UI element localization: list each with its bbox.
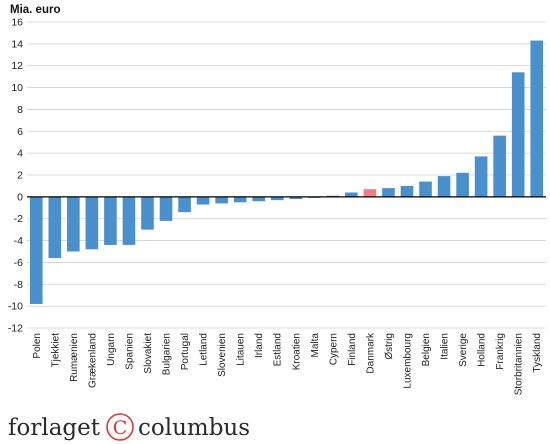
bar-portugal: [178, 196, 191, 213]
x-category-label: Spanien: [124, 333, 135, 370]
x-category-label: Litauen: [236, 333, 247, 366]
y-tick-label: -10: [8, 301, 23, 313]
y-tick-label: 12: [11, 60, 23, 72]
x-category-label: Danmark: [365, 332, 376, 374]
y-tick-label: 10: [11, 82, 23, 94]
bar-finland: [345, 192, 358, 197]
bar-estland: [270, 196, 284, 201]
bar-tjekkiet: [48, 196, 62, 259]
bar-slovakiet: [141, 196, 154, 230]
logo-text-right: columbus: [138, 415, 250, 441]
x-category-label: Letland: [199, 333, 210, 366]
bar-spanien: [122, 196, 136, 245]
bar-belgien: [419, 181, 432, 197]
y-tick-label: 4: [17, 148, 23, 160]
x-category-label: Cypern: [328, 333, 339, 365]
bar-frankrig: [493, 135, 506, 197]
y-tick-label: 6: [17, 126, 23, 138]
bar-luxembourg: [400, 185, 414, 197]
bar-letland: [196, 196, 210, 205]
x-category-label: Slovakiet: [143, 333, 154, 374]
x-category-label: Polen: [32, 333, 43, 359]
y-tick-label: -12: [8, 323, 23, 335]
x-category-label: Portugal: [180, 333, 191, 370]
bar-litauen: [233, 196, 247, 203]
x-category-label: Kroatien: [291, 333, 302, 370]
x-category-label: Østrig: [384, 333, 395, 360]
y-axis-ticks: -12 -10 -8 -6 -4 -2 0 2 4 6 8 10 12 14 16: [8, 17, 23, 335]
bar-kroatien: [289, 196, 303, 200]
bar-irland: [252, 196, 265, 202]
bar-sverige: [456, 172, 469, 197]
x-category-label: Grækenland: [87, 333, 98, 388]
bar-tyskland: [530, 40, 544, 197]
bar-bulgarien: [159, 196, 173, 221]
x-category-label: Rumænien: [69, 333, 80, 382]
bar-danmark: [363, 189, 377, 197]
x-category-label: Estland: [273, 333, 284, 366]
bar-grækenland: [85, 196, 99, 250]
x-category-label: Bulgarien: [162, 333, 173, 375]
y-axis-unit-label: Mia. euro: [10, 4, 60, 16]
logo-text-left: forlaget: [8, 415, 101, 441]
x-category-label: Luxembourg: [402, 333, 413, 389]
publisher-logo: forlaget C columbus: [8, 413, 250, 441]
y-tick-label: -6: [14, 257, 23, 269]
x-axis-labels: Polen Tjekkiet Rumænien Grækenland Ungarn Spa…: [32, 332, 543, 395]
bar-slovenien: [215, 196, 228, 204]
x-category-label: Tjekkiet: [50, 333, 61, 368]
logo-circle-icon: [106, 413, 134, 441]
x-category-label: Tyskland: [532, 333, 543, 372]
x-category-label: Malta: [310, 333, 321, 358]
x-category-label: Irland: [254, 333, 265, 358]
y-tick-label: 0: [17, 191, 23, 203]
x-category-label: Sverige: [458, 333, 469, 367]
x-category-label: Belgien: [421, 333, 432, 366]
y-tick-label: -4: [14, 235, 23, 247]
y-tick-label: -2: [14, 213, 23, 225]
bar-storbritannien: [511, 72, 525, 197]
y-tick-label: 2: [17, 170, 23, 182]
x-category-label: Frankrig: [495, 333, 506, 370]
x-category-label: Slovenien: [217, 333, 228, 377]
y-tick-label: 8: [17, 104, 23, 116]
bar-østrig: [382, 188, 395, 197]
y-tick-label: 16: [11, 17, 23, 29]
bar-ungarn: [104, 196, 117, 245]
x-category-label: Ungarn: [106, 333, 117, 366]
bar-italien: [437, 176, 451, 197]
bar-rumænien: [67, 196, 80, 252]
logo-symbol: C: [113, 417, 128, 439]
x-category-label: Storbritannien: [514, 333, 525, 395]
bars: [29, 40, 544, 304]
y-tick-label: 14: [11, 38, 23, 50]
x-category-label: Italien: [440, 333, 451, 360]
bar-polen: [29, 196, 43, 304]
y-tick-label: -8: [14, 279, 23, 291]
bar-holland: [474, 156, 488, 197]
x-category-label: Finland: [347, 333, 358, 366]
x-category-label: Holland: [477, 333, 488, 367]
